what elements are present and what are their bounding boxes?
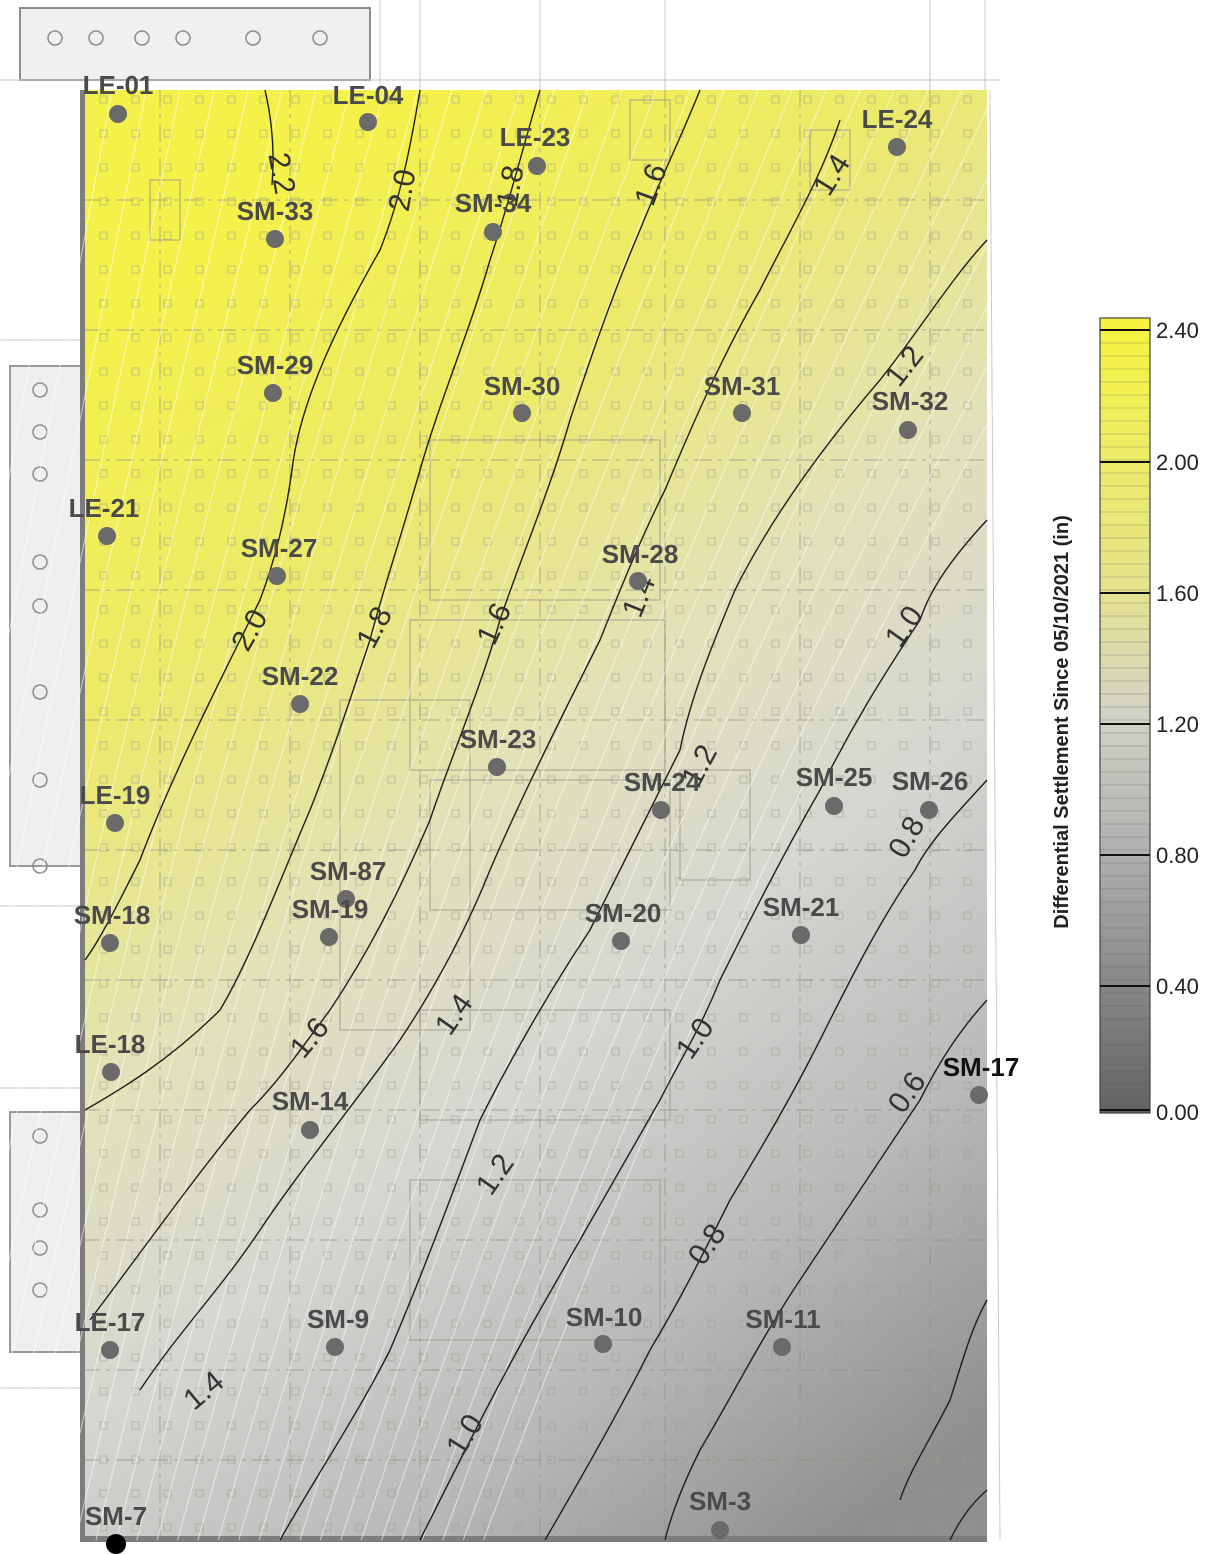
monitoring-point-label: SM-23 <box>460 724 537 754</box>
monitoring-point-label: SM-18 <box>74 900 151 930</box>
monitoring-point-label: SM-30 <box>484 371 561 401</box>
monitoring-point-label: LE-24 <box>862 104 933 134</box>
monitoring-point-marker <box>652 801 670 819</box>
legend-tick: 0.80 <box>1156 843 1199 868</box>
monitoring-point-label: SM-29 <box>237 350 314 380</box>
monitoring-point-marker <box>528 157 546 175</box>
monitoring-point-marker <box>888 138 906 156</box>
monitoring-point-label: SM-28 <box>602 539 679 569</box>
monitoring-point-label: LE-19 <box>80 780 151 810</box>
monitoring-point-marker <box>291 695 309 713</box>
monitoring-point-label: SM-14 <box>272 1086 349 1116</box>
monitoring-point-marker <box>920 801 938 819</box>
monitoring-point-marker <box>268 567 286 585</box>
legend-title: Differential Settlement Since 05/10/2021… <box>1051 515 1073 929</box>
legend-bands <box>1100 330 1150 1110</box>
monitoring-point-marker <box>488 758 506 776</box>
monitoring-point-label: SM-24 <box>624 767 701 797</box>
monitoring-point-label: SM-25 <box>796 762 873 792</box>
monitoring-point-marker <box>326 1338 344 1356</box>
legend-tick: 1.60 <box>1156 581 1199 606</box>
monitoring-point-marker <box>773 1338 791 1356</box>
legend-tick: 0.00 <box>1156 1100 1199 1125</box>
monitoring-point-marker <box>101 934 119 952</box>
monitoring-point-label: LE-04 <box>333 80 404 110</box>
monitoring-point-marker <box>101 1341 119 1359</box>
monitoring-point-marker <box>320 928 338 946</box>
monitoring-point-marker <box>98 527 116 545</box>
monitoring-point-label: SM-34 <box>455 188 532 218</box>
monitoring-point-label: SM-9 <box>307 1304 369 1334</box>
monitoring-point-marker <box>266 230 284 248</box>
monitoring-point-label: SM-20 <box>585 898 662 928</box>
monitoring-point-marker <box>970 1086 988 1104</box>
south-wall <box>80 1536 987 1542</box>
monitoring-point-label: SM-19 <box>292 894 369 924</box>
legend: 2.40 2.00 1.60 1.20 0.80 0.40 0.00 Diffe… <box>1051 318 1199 1125</box>
monitoring-point-marker <box>109 105 127 123</box>
monitoring-point-marker <box>594 1335 612 1353</box>
legend-tick: 2.40 <box>1156 318 1199 343</box>
monitoring-point-label: SM-22 <box>262 661 339 691</box>
monitoring-point-marker <box>513 404 531 422</box>
legend-tick: 2.00 <box>1156 450 1199 475</box>
foundation-pads <box>82 90 987 1540</box>
monitoring-point-label: SM-11 <box>745 1304 820 1334</box>
monitoring-point-marker <box>733 404 751 422</box>
monitoring-point-label: LE-01 <box>83 70 154 100</box>
monitoring-point-label: SM-26 <box>892 766 969 796</box>
monitoring-point-label: LE-21 <box>69 493 140 523</box>
monitoring-point-label: SM-10 <box>566 1302 643 1332</box>
monitoring-point-label: SM-31 <box>704 371 781 401</box>
monitoring-point-label: SM-32 <box>872 386 949 416</box>
monitoring-point-label: SM-17 <box>943 1052 1020 1082</box>
monitoring-point-label: SM-7 <box>85 1501 147 1531</box>
monitoring-point-label: SM-33 <box>237 196 314 226</box>
monitoring-point-marker <box>792 926 810 944</box>
monitoring-point-label: SM-87 <box>310 856 387 886</box>
monitoring-point-marker <box>102 1063 120 1081</box>
monitoring-point-marker <box>612 932 630 950</box>
legend-tick: 1.20 <box>1156 712 1199 737</box>
monitoring-point-label: SM-21 <box>763 892 840 922</box>
monitoring-point-marker <box>359 113 377 131</box>
monitoring-point-marker <box>106 814 124 832</box>
monitoring-point-label: LE-18 <box>75 1029 146 1059</box>
monitoring-point-marker <box>484 223 502 241</box>
monitoring-point-label: SM-27 <box>241 533 318 563</box>
monitoring-point-marker <box>711 1521 729 1539</box>
legend-tick: 0.40 <box>1156 974 1199 999</box>
monitoring-point-marker <box>264 384 282 402</box>
monitoring-point-marker <box>899 421 917 439</box>
monitoring-point-marker <box>825 797 843 815</box>
monitoring-point-marker <box>106 1534 126 1554</box>
monitoring-point-label: LE-17 <box>75 1307 146 1337</box>
monitoring-point-label: LE-23 <box>500 122 571 152</box>
monitoring-point-label: SM-3 <box>689 1486 751 1516</box>
legend-colorbar <box>1100 318 1150 1113</box>
monitoring-point-marker <box>301 1121 319 1139</box>
monitoring-point-marker <box>629 572 647 590</box>
